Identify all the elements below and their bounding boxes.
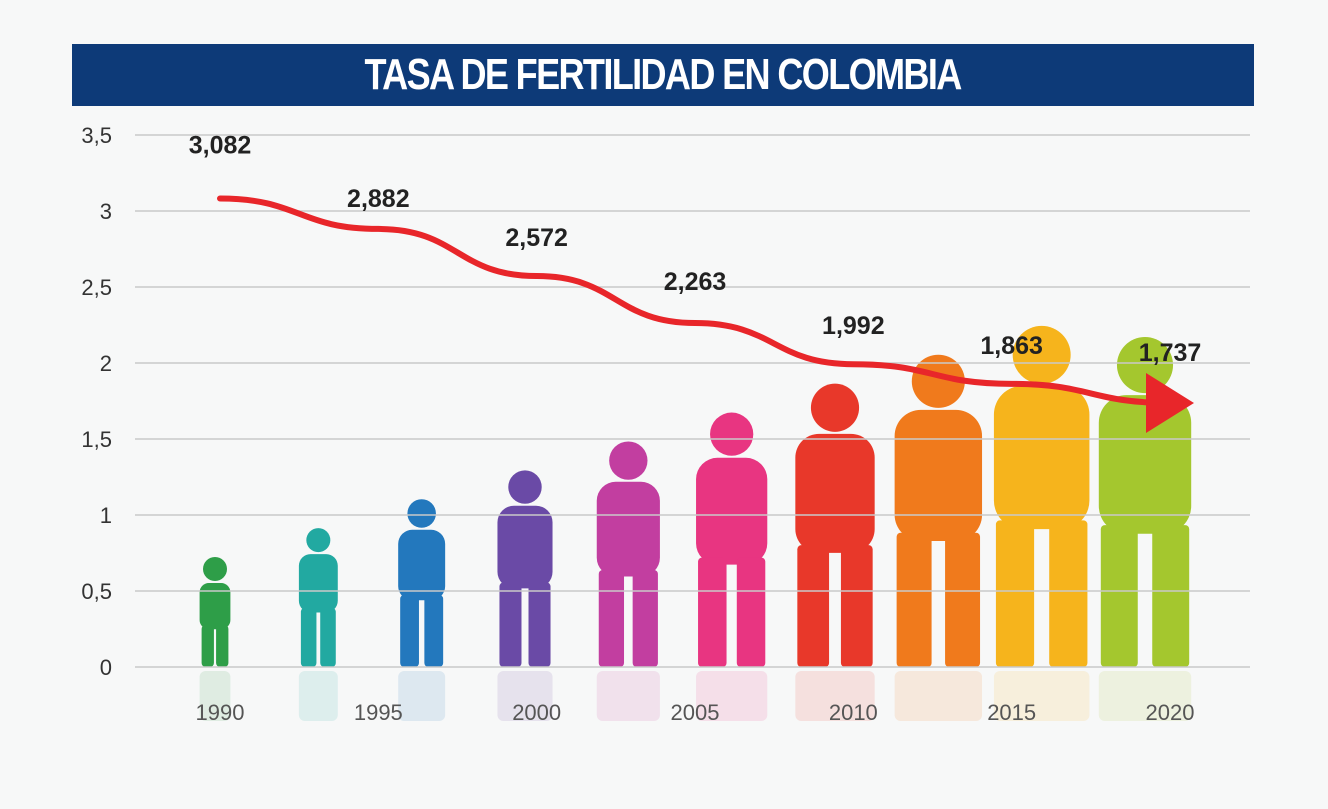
life-stage-figure	[894, 354, 983, 721]
y-tick-label: 1,5	[81, 427, 112, 452]
data-point	[377, 228, 379, 230]
y-tick-label: 1	[100, 503, 112, 528]
life-stage-figure	[298, 528, 338, 721]
x-tick-label: 2020	[1146, 700, 1195, 725]
data-label: 1,863	[980, 332, 1043, 360]
y-tick-label: 3	[100, 199, 112, 224]
life-stage-figure	[795, 383, 875, 721]
y-tick-label: 0,5	[81, 579, 112, 604]
x-tick-label: 2010	[829, 700, 878, 725]
data-label: 1,992	[822, 312, 885, 340]
x-tick-label: 1995	[354, 700, 403, 725]
data-point	[852, 363, 854, 365]
gridlines	[135, 134, 1250, 668]
y-tick-label: 0	[100, 655, 112, 680]
x-tick-label: 2005	[671, 700, 720, 725]
x-tick-label: 2000	[512, 700, 561, 725]
life-stage-figure	[398, 499, 446, 721]
life-stage-figure	[497, 470, 553, 721]
data-point	[536, 275, 538, 277]
life-stage-figure	[1098, 337, 1192, 721]
data-label: 1,737	[1139, 339, 1202, 367]
life-stage-figure	[596, 441, 660, 721]
y-tick-label: 2	[100, 351, 112, 376]
life-stage-figure	[696, 412, 768, 721]
data-point	[1169, 402, 1171, 404]
data-label: 2,882	[347, 185, 410, 213]
x-axis-ticks: 1990 1995 2000 2005 2010 2015 2020	[196, 700, 1195, 725]
y-tick-label: 2,5	[81, 275, 112, 300]
data-point	[219, 198, 221, 200]
series-line	[217, 195, 1194, 433]
data-point	[694, 322, 696, 324]
data-labels: 3,082 2,882 2,572 2,263 1,992 1,863 1,737	[189, 132, 1202, 367]
life-stage-figure	[993, 325, 1090, 721]
data-label: 2,572	[505, 224, 568, 252]
data-label: 3,082	[189, 132, 252, 160]
data-label: 2,263	[664, 268, 727, 296]
y-tick-label: 3,5	[81, 123, 112, 148]
y-axis-ticks: 0 0,5 1 1,5 2 2,5 3 3,5	[81, 123, 112, 680]
x-tick-label: 1990	[196, 700, 245, 725]
x-tick-label: 2015	[987, 700, 1036, 725]
life-stage-figure	[199, 557, 231, 721]
title-banner: TASA DE FERTILIDAD EN COLOMBIA	[72, 44, 1254, 106]
data-point	[1011, 383, 1013, 385]
chart-title: TASA DE FERTILIDAD EN COLOMBIA	[364, 50, 963, 99]
